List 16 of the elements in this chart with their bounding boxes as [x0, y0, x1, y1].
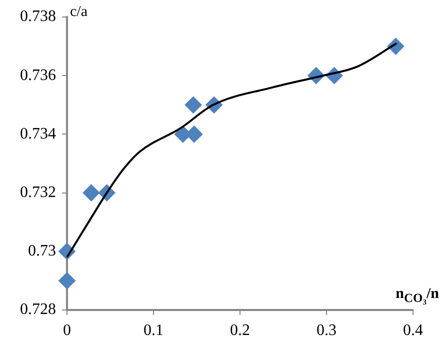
x-tick-label: 0.4	[403, 322, 423, 339]
y-tick-label: 0.728	[20, 301, 56, 318]
y-tick-label: 0.734	[20, 125, 56, 142]
x-tick-label: 0	[63, 322, 71, 339]
y-axis-title: c/a	[70, 4, 88, 21]
x-tick-label: 0.1	[144, 322, 164, 339]
y-tick-label: 0.738	[20, 8, 56, 26]
point	[184, 96, 202, 114]
x-axis-title: n$_{CO₃}$/n	[396, 286, 439, 306]
y-tick-label: 0.732	[20, 184, 56, 202]
y-tick-label: 0.73	[28, 242, 56, 260]
point	[58, 272, 76, 290]
x-tick-label: 0.2	[230, 322, 250, 339]
y-tick-label: 0.736	[20, 66, 56, 84]
point	[82, 184, 100, 202]
x-tick-label: 0.3	[316, 322, 336, 339]
